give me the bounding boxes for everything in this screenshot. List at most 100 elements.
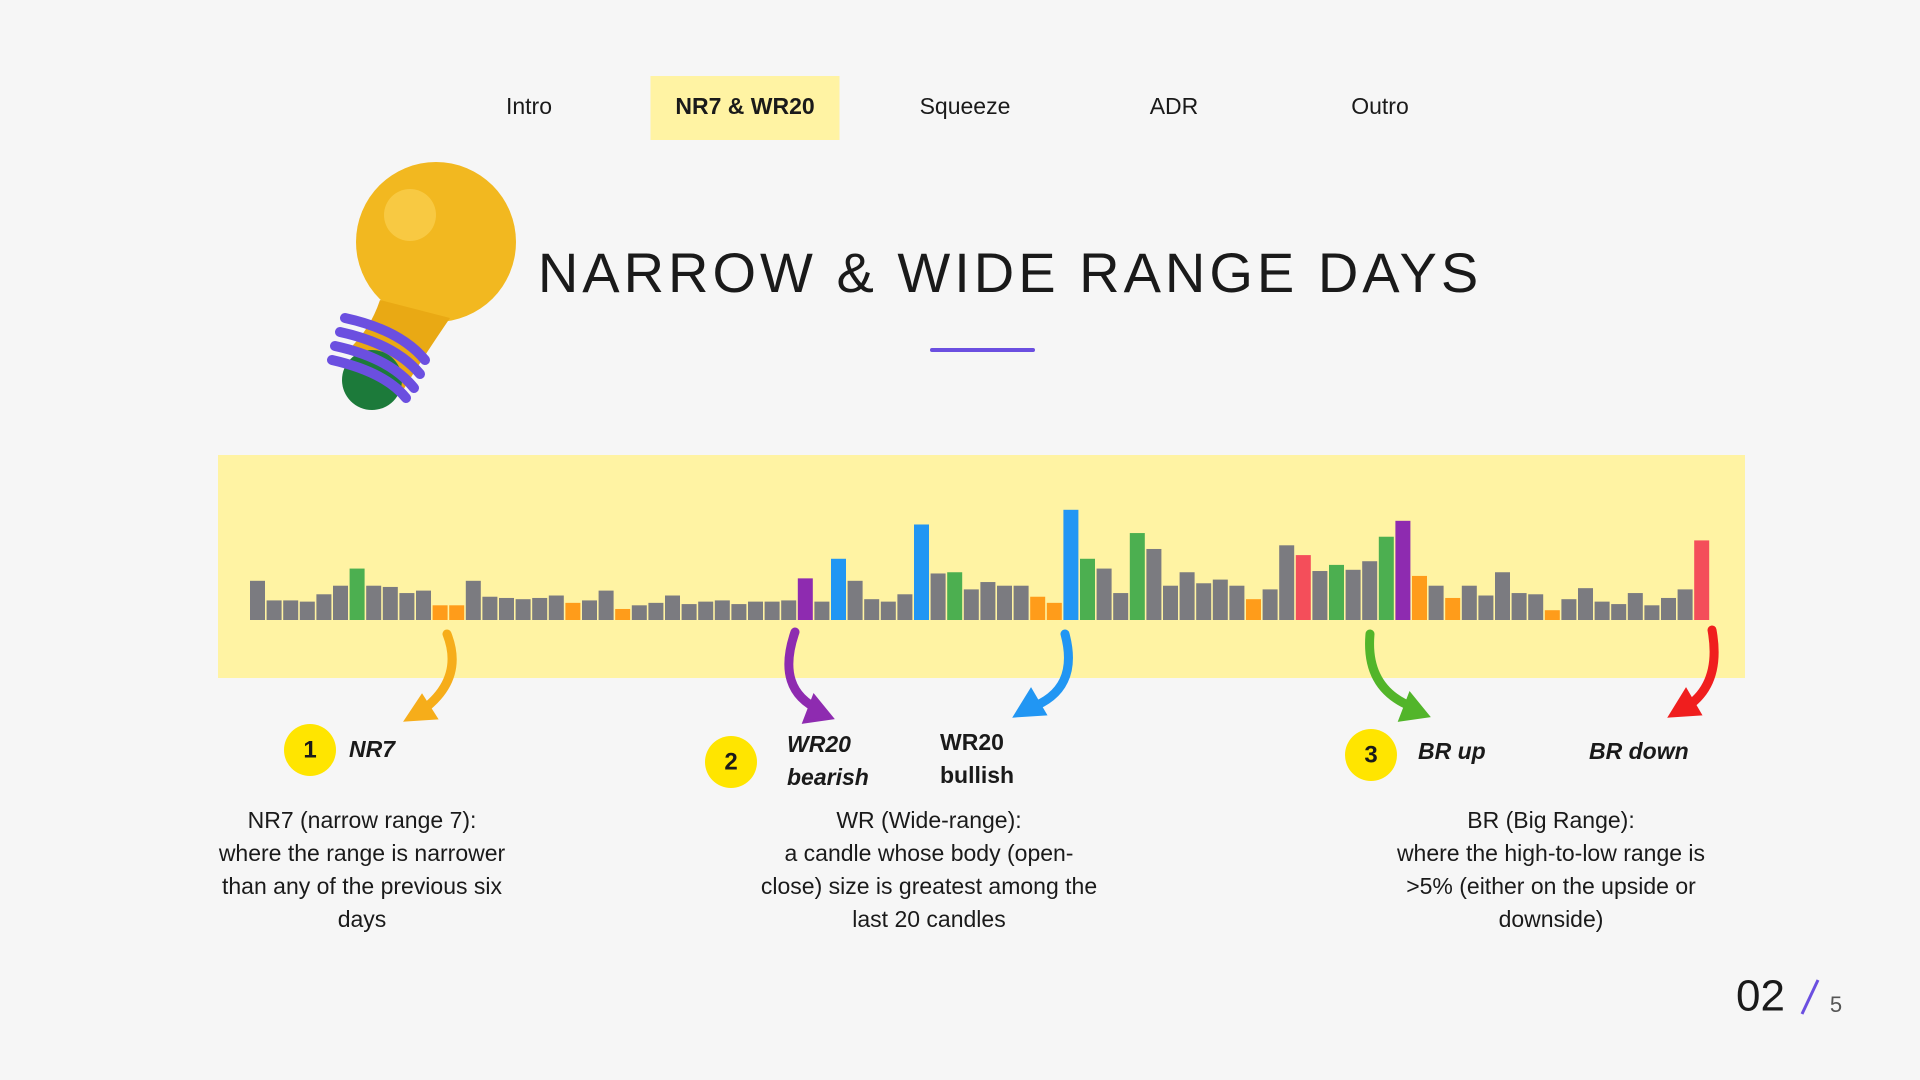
range-bar: [1478, 595, 1494, 620]
range-bar: [1229, 585, 1245, 620]
callout-label: BR up: [1418, 738, 1486, 764]
range-bar: [1279, 545, 1295, 620]
range-bar: [648, 602, 664, 620]
nav-tab[interactable]: Intro: [506, 93, 552, 119]
range-bar: [1362, 561, 1378, 620]
range-bar: [681, 604, 697, 620]
range-bar: [1212, 579, 1228, 620]
bars: [250, 509, 1710, 620]
range-bar: [1013, 585, 1029, 620]
range-bar: [1544, 610, 1560, 620]
range-bar: [1129, 533, 1145, 620]
range-bar: [1495, 572, 1510, 620]
range-bar: [1179, 572, 1195, 620]
range-bar: [250, 580, 265, 620]
range-bar: [1644, 605, 1660, 620]
descriptions: NR7 (narrow range 7): where the range is …: [218, 807, 1705, 932]
range-bar: [582, 600, 597, 620]
range-bar: [565, 602, 581, 620]
nav-tab[interactable]: Squeeze: [920, 93, 1011, 119]
title-underline: [930, 348, 1035, 352]
badges: [284, 724, 1397, 788]
range-bar: [930, 573, 946, 620]
slide-title: NARROW & WIDE RANGE DAYS: [538, 241, 1482, 304]
range-bar: [399, 593, 415, 620]
range-bar: [1113, 593, 1129, 620]
range-bar: [714, 600, 730, 620]
range-bar: [432, 605, 448, 620]
range-bar: [864, 599, 880, 620]
range-bar: [532, 597, 548, 620]
range-bar: [1561, 599, 1577, 620]
description-line: a candle whose body (open-: [785, 840, 1074, 866]
range-bar: [797, 578, 813, 620]
bulb-icon: [327, 162, 516, 410]
range-bar: [814, 601, 830, 620]
range-bar: [731, 604, 747, 620]
range-bar: [914, 524, 929, 620]
range-bar: [283, 600, 299, 620]
range-bar: [615, 608, 631, 620]
range-bar: [1578, 588, 1593, 620]
page-current: 02: [1736, 972, 1785, 1021]
description-line: >5% (either on the upside or: [1406, 873, 1696, 899]
badge-number: 2: [724, 748, 737, 775]
range-bar: [847, 580, 863, 620]
nav-tab[interactable]: Outro: [1351, 93, 1409, 119]
badge-number: 3: [1364, 741, 1377, 768]
range-bar: [1694, 540, 1710, 620]
description-line: close) size is greatest among the: [761, 873, 1097, 899]
callout-label: BR down: [1589, 738, 1689, 764]
range-bar: [449, 605, 465, 620]
range-bar: [1461, 585, 1477, 620]
nav-tab[interactable]: NR7 & WR20: [675, 93, 814, 119]
range-bar: [299, 601, 315, 620]
range-bar: [631, 605, 647, 620]
range-bar: [1395, 520, 1411, 620]
range-bar: [333, 585, 348, 620]
description-line: BR (Big Range):: [1467, 807, 1634, 833]
range-bar: [1378, 536, 1394, 620]
range-bar: [482, 596, 498, 620]
range-bar: [1661, 597, 1676, 620]
range-bar: [880, 601, 896, 620]
range-bar: [1046, 602, 1062, 620]
range-bar: [598, 590, 614, 620]
range-bar: [1163, 585, 1178, 620]
range-bar: [997, 585, 1012, 620]
range-bar: [665, 595, 680, 620]
description-line: than any of the previous six: [222, 873, 502, 899]
range-bar: [1295, 555, 1311, 620]
range-bar: [764, 601, 780, 620]
range-bar: [1080, 558, 1095, 620]
range-bar: [1627, 593, 1643, 620]
range-bar: [1677, 589, 1693, 620]
page-total: 5: [1830, 992, 1842, 1017]
range-bar: [266, 600, 282, 620]
range-bar: [1528, 594, 1544, 620]
range-bar: [349, 568, 365, 620]
range-bar: [947, 572, 963, 620]
range-bar: [1611, 604, 1627, 620]
description-line: NR7 (narrow range 7):: [248, 807, 477, 833]
chart-panel: [218, 455, 1745, 678]
range-bar: [548, 595, 564, 620]
active-tab: [650, 76, 840, 140]
range-bar: [499, 597, 514, 620]
range-bar: [1146, 548, 1162, 620]
range-bar: [1246, 599, 1261, 620]
range-bar: [465, 580, 481, 620]
badge-number: 1: [303, 736, 316, 763]
range-bar: [1412, 575, 1427, 620]
range-bar: [963, 589, 979, 620]
range-bar: [831, 558, 846, 620]
range-bar: [698, 601, 714, 620]
range-bar: [980, 582, 996, 620]
page-slash: [1800, 979, 1820, 1015]
range-bar: [1096, 568, 1112, 620]
description-line: downside): [1499, 906, 1604, 932]
description-line: days: [338, 906, 387, 932]
range-bar: [1030, 596, 1046, 620]
nav-tab[interactable]: ADR: [1150, 93, 1199, 119]
